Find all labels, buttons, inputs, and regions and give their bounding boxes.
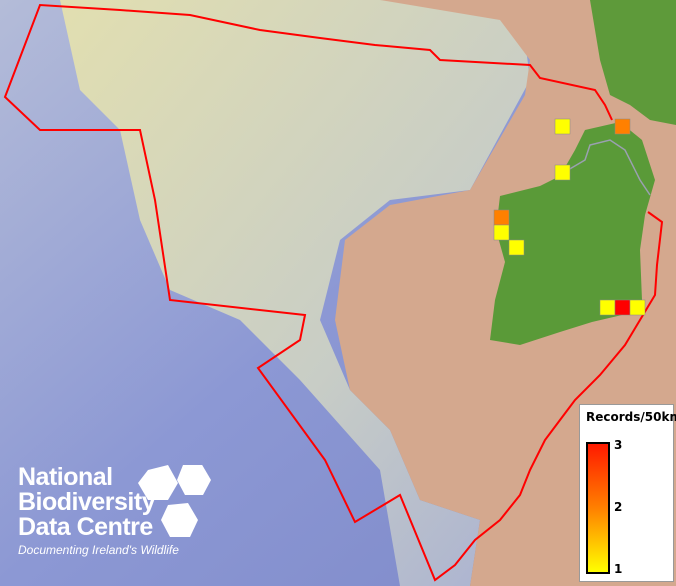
- legend-mid-label: 2: [614, 500, 623, 514]
- record-cell[interactable]: [493, 209, 510, 226]
- record-cell[interactable]: [554, 118, 571, 135]
- eez-boundary-line: [3, 3, 664, 582]
- record-cell[interactable]: [614, 118, 631, 135]
- logo-line-1: National: [18, 463, 113, 491]
- ni-border: [567, 139, 651, 196]
- logo-line-3: Data Centre: [18, 513, 153, 541]
- legend-title: Records/50km: [586, 410, 676, 424]
- logo-tagline: Documenting Ireland's Wildlife: [18, 543, 179, 557]
- nbdc-logo: National Biodiversity Data Centre Docume…: [18, 463, 211, 557]
- legend-max-label: 3: [614, 438, 623, 452]
- legend-color-bar: [586, 442, 610, 574]
- record-cell[interactable]: [629, 299, 646, 316]
- logo-line-2: Biodiversity: [18, 488, 156, 516]
- record-cell[interactable]: [614, 299, 631, 316]
- legend: Records/50km 3 2 1: [579, 404, 676, 582]
- record-cell[interactable]: [493, 224, 510, 241]
- scotland-land: [590, 0, 676, 125]
- ireland-land: [490, 122, 655, 345]
- continental-shelf: [60, 0, 530, 586]
- logo-hexagons-icon: [138, 465, 211, 537]
- record-cell[interactable]: [599, 299, 616, 316]
- record-cell[interactable]: [554, 164, 571, 181]
- legend-min-label: 1: [614, 562, 623, 576]
- record-cell[interactable]: [508, 239, 525, 256]
- record-cells: [493, 118, 646, 316]
